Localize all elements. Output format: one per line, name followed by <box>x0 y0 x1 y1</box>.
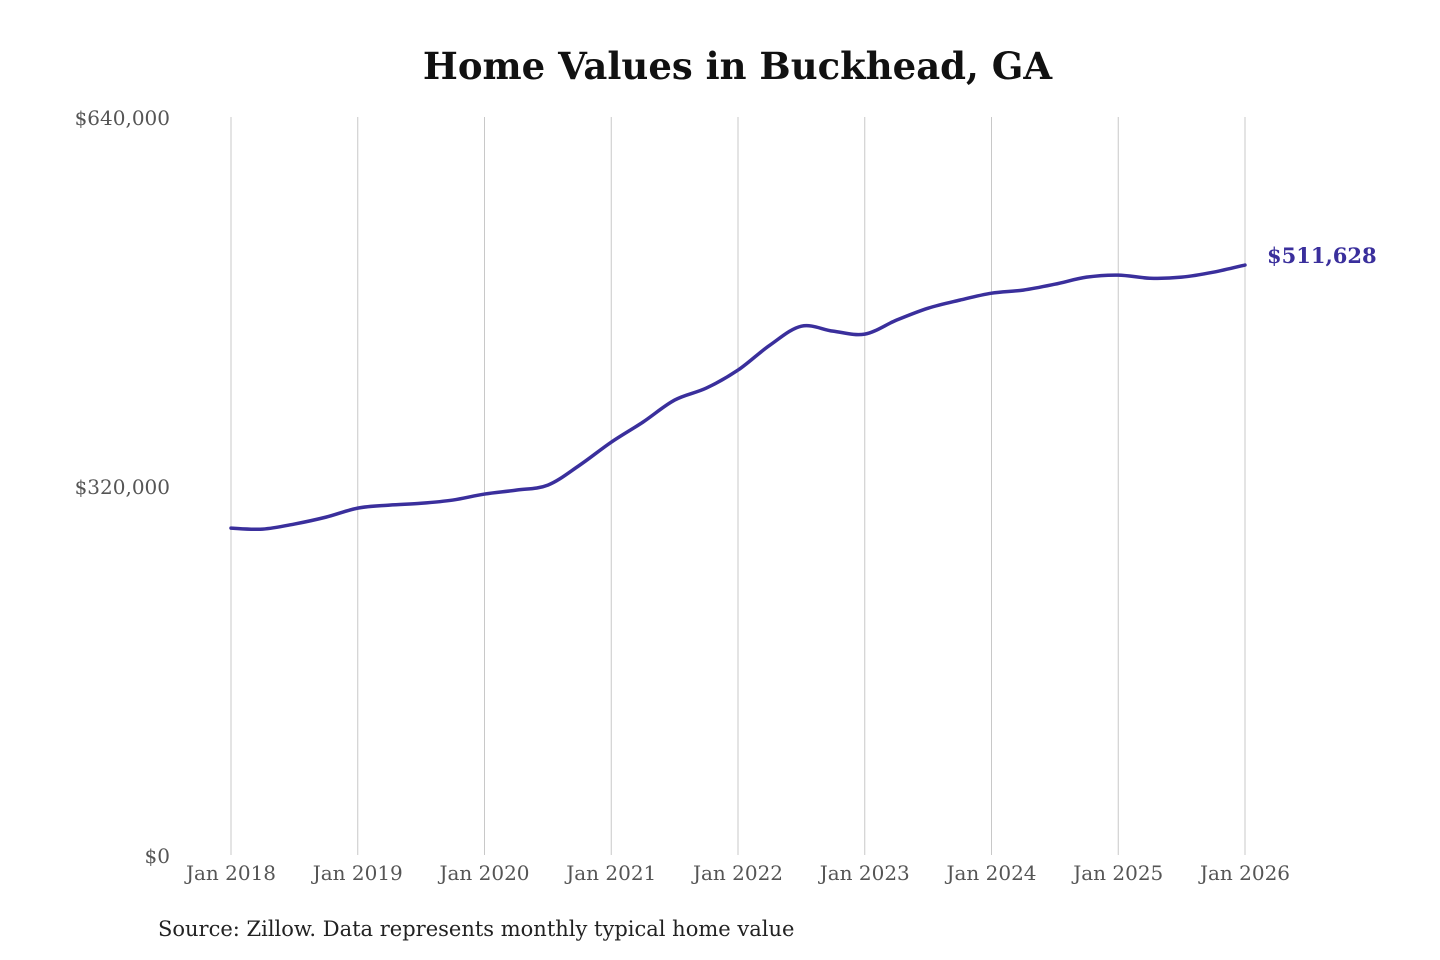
y-tick-label: $0 <box>145 844 170 868</box>
y-tick-label: $640,000 <box>75 106 170 130</box>
series-line <box>229 263 1247 532</box>
x-tick-label: Jan 2018 <box>184 861 276 885</box>
x-tick-label: Jan 2024 <box>944 861 1036 885</box>
x-tick-label: Jan 2023 <box>818 861 910 885</box>
y-tick-label: $320,000 <box>75 475 170 499</box>
chart-title: Home Values in Buckhead, GA <box>422 44 1053 88</box>
x-tick-label: Jan 2026 <box>1198 861 1290 885</box>
x-tick-label: Jan 2020 <box>437 861 529 885</box>
x-tick-label: Jan 2025 <box>1071 861 1163 885</box>
end-value-label: $511,628 <box>1267 243 1377 268</box>
x-tick-label: Jan 2019 <box>311 861 403 885</box>
x-tick-label: Jan 2022 <box>691 861 783 885</box>
x-tick-label: Jan 2021 <box>564 861 656 885</box>
source-note: Source: Zillow. Data represents monthly … <box>158 917 795 941</box>
